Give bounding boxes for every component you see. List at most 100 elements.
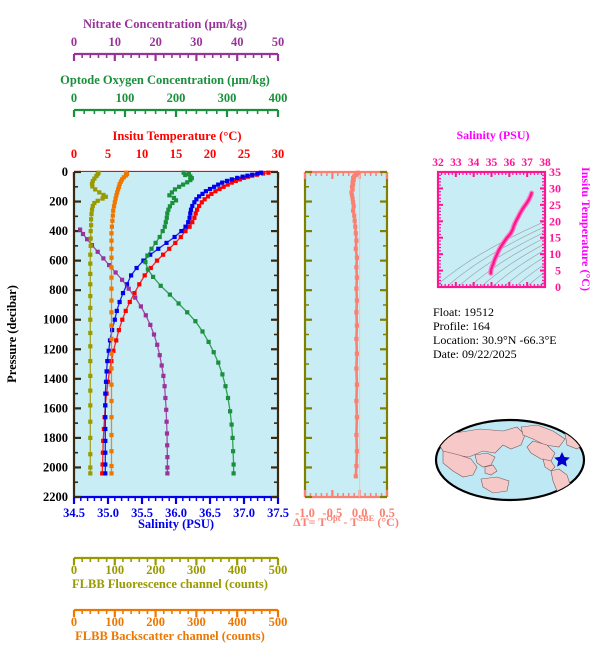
profile-value: 164 [472,319,490,333]
tick-label: 1400 [43,372,68,386]
ts-frame [436,170,547,289]
map-marker-star [554,452,570,467]
metadata-block: Float: 19512 Profile: 164 Location: 30.9… [433,305,557,361]
tick-label: 5 [555,264,561,278]
tick-label: 0 [62,165,68,179]
tick-label: 200 [49,195,68,209]
tick-label: 300 [218,91,237,105]
fluorescence-axis-title: FLBB Fluorescence channel (counts) [72,577,268,591]
fluorescence-axis-line [72,556,280,565]
main-profile-panel[interactable]: Insitu Temperature (°C) 0 5 10 15 20 25 30 0 20… [0,128,300,548]
ts-salinity-tick-labels: 32 33 34 35 36 37 38 [432,157,551,169]
tick-label: 0.5 [379,506,395,520]
profile-label: Profile: [433,319,469,333]
tick-label: 100 [105,563,124,577]
location-label: Location: [433,333,479,347]
main-plot-frame [72,170,280,504]
nitrate-axis-title: Nitrate Concentration (µm/kg) [83,17,247,31]
date-value: 09/22/2025 [462,347,517,361]
delta-t-panel[interactable]: -1.0 -0.5 0.0 0.5 ΔT= TOpt - TSBE (°C) [288,128,418,548]
delta-t-plot-area[interactable] [305,172,387,497]
ts-curve [488,190,535,276]
series-oxygen [143,170,236,476]
series-salinity [103,170,264,476]
tick-label: 1200 [43,342,68,356]
backscatter-tick-labels: 0 100 200 300 400 500 [71,615,288,629]
tick-label: 32 [432,157,444,169]
tick-label: 35 [486,157,498,169]
backscatter-axis-line [72,608,280,617]
tick-label: 0 [71,147,77,161]
tick-label: 35.0 [97,506,119,520]
tick-label: 15 [170,147,183,161]
tick-label: 30 [549,181,561,195]
delta-t-tick-labels: -1.0 -0.5 0.0 0.5 [295,506,395,520]
tick-label: 35 [549,165,561,179]
tick-label: 25 [238,147,251,161]
metadata-date: Date: 09/22/2025 [433,347,557,361]
tick-label: 1600 [43,401,68,415]
oxygen-axis-line [72,108,280,117]
tick-label: 36 [504,157,516,169]
series-fluorescence [88,170,108,476]
tick-label: 600 [49,254,68,268]
tick-label: 10 [136,147,149,161]
tick-label: 36.5 [199,506,221,520]
tick-label: 0 [71,91,77,105]
tick-label: 5 [105,147,111,161]
tick-label: 400 [49,224,68,238]
location-value: 30.9°N -66.3°E [481,333,557,347]
salinity-tick-labels: 34.5 35.0 35.5 36.0 36.5 37.0 37.5 [63,506,289,520]
series-backscatter [109,170,130,476]
tick-label: 25 [549,198,561,212]
tick-label: 800 [49,283,68,297]
tick-label: 37.5 [267,506,289,520]
tick-label: 40 [231,35,244,49]
tick-label: 1800 [43,431,68,445]
tick-label: -0.5 [322,506,342,520]
tick-label: 300 [187,615,206,629]
tick-label: 200 [146,615,165,629]
oxygen-axis-group: Optode Oxygen Concentration (µm/kg) 0 100… [0,72,330,122]
ts-temperature-title: Insitu Temperature (°C) [579,167,593,291]
backscatter-axis-group: 0 100 200 300 400 500 FLBB Backscatter channe… [0,600,330,646]
tick-label: 50 [272,35,285,49]
tick-label: 35.5 [131,506,153,520]
tick-label: 0 [71,563,77,577]
main-plot-area[interactable] [74,172,278,497]
tick-label: 100 [116,91,135,105]
float-label: Float: [433,305,462,319]
fluorescence-tick-labels: 0 100 200 300 400 500 [71,563,288,577]
tick-label: 30 [190,35,203,49]
tick-label: 400 [269,91,288,105]
tick-label: 38 [539,157,551,169]
tick-label: 500 [269,563,288,577]
tick-label: 0 [555,280,561,294]
tick-label: 37 [521,157,533,169]
tick-label: 36.0 [165,506,187,520]
date-label: Date: [433,347,459,361]
tick-label: 33 [450,157,462,169]
world-map-inset[interactable] [425,405,595,515]
metadata-float: Float: 19512 [433,305,557,319]
tick-label: 30 [272,147,285,161]
tick-label: 10 [109,35,122,49]
tick-label: 15 [549,231,561,245]
metadata-location: Location: 30.9°N -66.3°E [433,333,557,347]
tick-label: -1.0 [295,506,315,520]
tick-label: 10 [549,247,561,261]
profile-curves [78,170,271,476]
pressure-axis-title: Pressure (decibar) [5,285,19,383]
tick-label: 100 [105,615,124,629]
temperature-axis-title: Insitu Temperature (°C) [112,129,241,143]
delta-t-curve [349,170,361,479]
delta-t-frame [303,170,389,499]
tick-label: 500 [269,615,288,629]
tick-label: 20 [204,147,217,161]
tick-label: 400 [228,615,247,629]
ts-diagram-panel[interactable]: Salinity (PSU) 32 33 34 35 36 37 38 0 5 10 15 20 25… [420,126,609,306]
oxygen-tick-labels: 0 100 200 300 400 [71,91,288,105]
backscatter-axis-title: FLBB Backscatter channel (counts) [75,629,265,643]
fluorescence-axis-group: 0 100 200 300 400 500 FLBB Fluorescence chann… [0,548,330,594]
tick-label: 37.0 [233,506,255,520]
